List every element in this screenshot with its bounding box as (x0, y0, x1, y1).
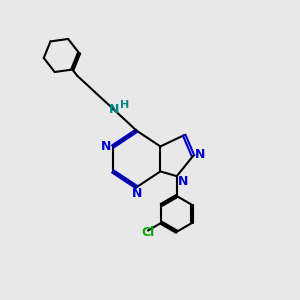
Text: N: N (109, 103, 119, 116)
Text: H: H (120, 100, 129, 110)
Text: N: N (178, 175, 188, 188)
Text: N: N (101, 140, 111, 153)
Text: N: N (131, 188, 142, 200)
Text: Cl: Cl (141, 226, 154, 238)
Text: N: N (195, 148, 205, 161)
